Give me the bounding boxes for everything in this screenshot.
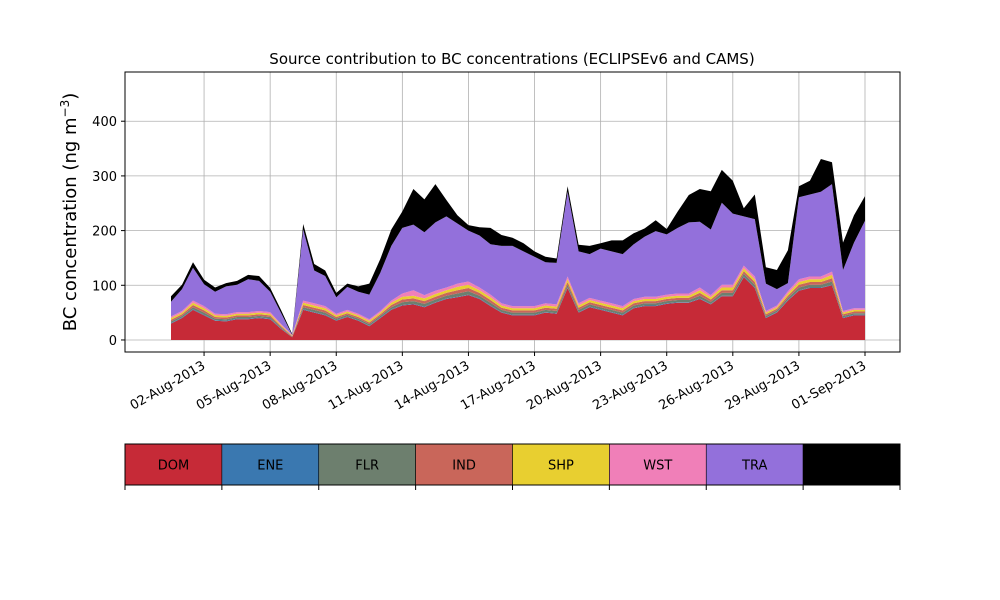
legend-label-bb: BB xyxy=(843,459,861,474)
legend-label-flr: FLR xyxy=(355,459,379,474)
legend-label-wst: WST xyxy=(643,459,672,474)
y-tick-label: 0 xyxy=(109,334,117,349)
stacked-area-series xyxy=(171,159,865,340)
y-tick-label: 400 xyxy=(92,115,117,130)
area-series-dom xyxy=(171,277,865,340)
x-tick-label: 29-Aug-2013 xyxy=(723,358,803,413)
legend-colorbar: DOM ENE FLR IND SHP WST TRA BB xyxy=(124,443,901,490)
y-tick-label: 200 xyxy=(92,225,117,240)
y-tick-label: 100 xyxy=(92,279,117,294)
legend-swatch-dom xyxy=(124,443,223,486)
legend-label-shp: SHP xyxy=(548,459,574,474)
x-axis-ticks: 02-Aug-201305-Aug-201308-Aug-201311-Aug-… xyxy=(128,352,869,414)
area-series-bb xyxy=(171,159,865,335)
y-tick-label: 300 xyxy=(92,170,117,185)
legend-swatch-bb xyxy=(802,443,901,486)
plot-frame xyxy=(124,71,901,353)
legend-label-ene: ENE xyxy=(257,459,283,474)
legend-label-dom: DOM xyxy=(158,459,189,474)
y-axis-label: BC concentration (ng m−3) xyxy=(58,93,81,332)
area-series-tra xyxy=(171,184,865,335)
y-axis-ticks: 0 100 200 300 400 xyxy=(92,115,125,349)
chart-title: Source contribution to BC concentrations… xyxy=(269,50,754,68)
legend-label-tra: TRA xyxy=(741,459,767,474)
x-tick-label: 01-Sep-2013 xyxy=(789,358,869,413)
legend-swatch-ind xyxy=(415,443,513,486)
legend-label-ind: IND xyxy=(452,459,476,474)
